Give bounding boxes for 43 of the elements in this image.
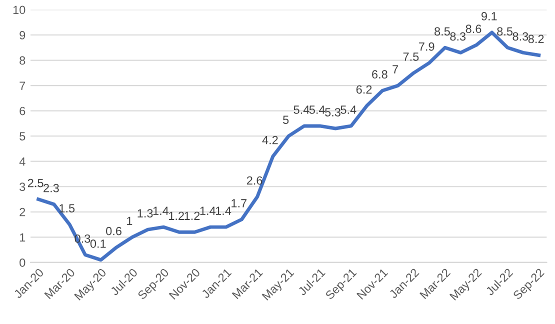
data-label: 8.2	[528, 34, 544, 44]
data-label: 7.5	[403, 52, 419, 61]
data-label: 1.2	[169, 212, 184, 220]
y-tick-label: 4	[19, 158, 26, 166]
y-tick-label: 9	[20, 31, 26, 40]
y-tick-label: 3	[20, 182, 26, 192]
data-label: 1.4	[153, 206, 169, 215]
data-label: 0.6	[106, 226, 122, 236]
data-label: 6.8	[372, 70, 388, 79]
data-label: 1.3	[138, 209, 153, 218]
data-label: 1	[127, 216, 132, 225]
data-label: 1.2	[184, 212, 200, 220]
data-label: 7	[392, 65, 398, 74]
data-label: 1.4	[200, 206, 216, 215]
data-label: 6.2	[356, 85, 372, 94]
data-label: 8.3	[512, 32, 528, 41]
y-tick-label: 10	[13, 6, 26, 14]
data-label: 8.3	[450, 32, 466, 41]
data-label: 8.6	[466, 24, 482, 34]
y-tick-label: 2	[20, 208, 26, 216]
data-label: 9.1	[482, 12, 497, 20]
data-label: 2.3	[44, 184, 59, 192]
data-label: 1.4	[216, 206, 232, 215]
data-label: 5.3	[325, 108, 340, 116]
data-label: 1.7	[232, 199, 247, 208]
data-label: 5.4	[309, 106, 325, 114]
data-label: 5.4	[294, 106, 310, 114]
data-label: 7.9	[418, 42, 434, 51]
data-label: 4.2	[262, 136, 278, 144]
y-tick-label: 1	[20, 233, 26, 242]
data-label: 5	[283, 116, 289, 124]
data-label: 8.5	[497, 27, 513, 36]
y-tick-label: 6	[20, 106, 26, 116]
y-tick-label: 8	[20, 56, 26, 65]
data-label: 5.4	[340, 106, 356, 114]
y-tick-label: 0	[20, 258, 26, 267]
data-label: 0.1	[90, 239, 106, 248]
y-tick-label: 7	[20, 82, 26, 90]
data-label: 8.5	[434, 27, 450, 36]
data-label: 1.5	[60, 204, 75, 212]
y-tick-label: 5	[20, 132, 26, 140]
data-label: 2.6	[246, 176, 262, 185]
data-label: 2.5	[28, 178, 44, 188]
